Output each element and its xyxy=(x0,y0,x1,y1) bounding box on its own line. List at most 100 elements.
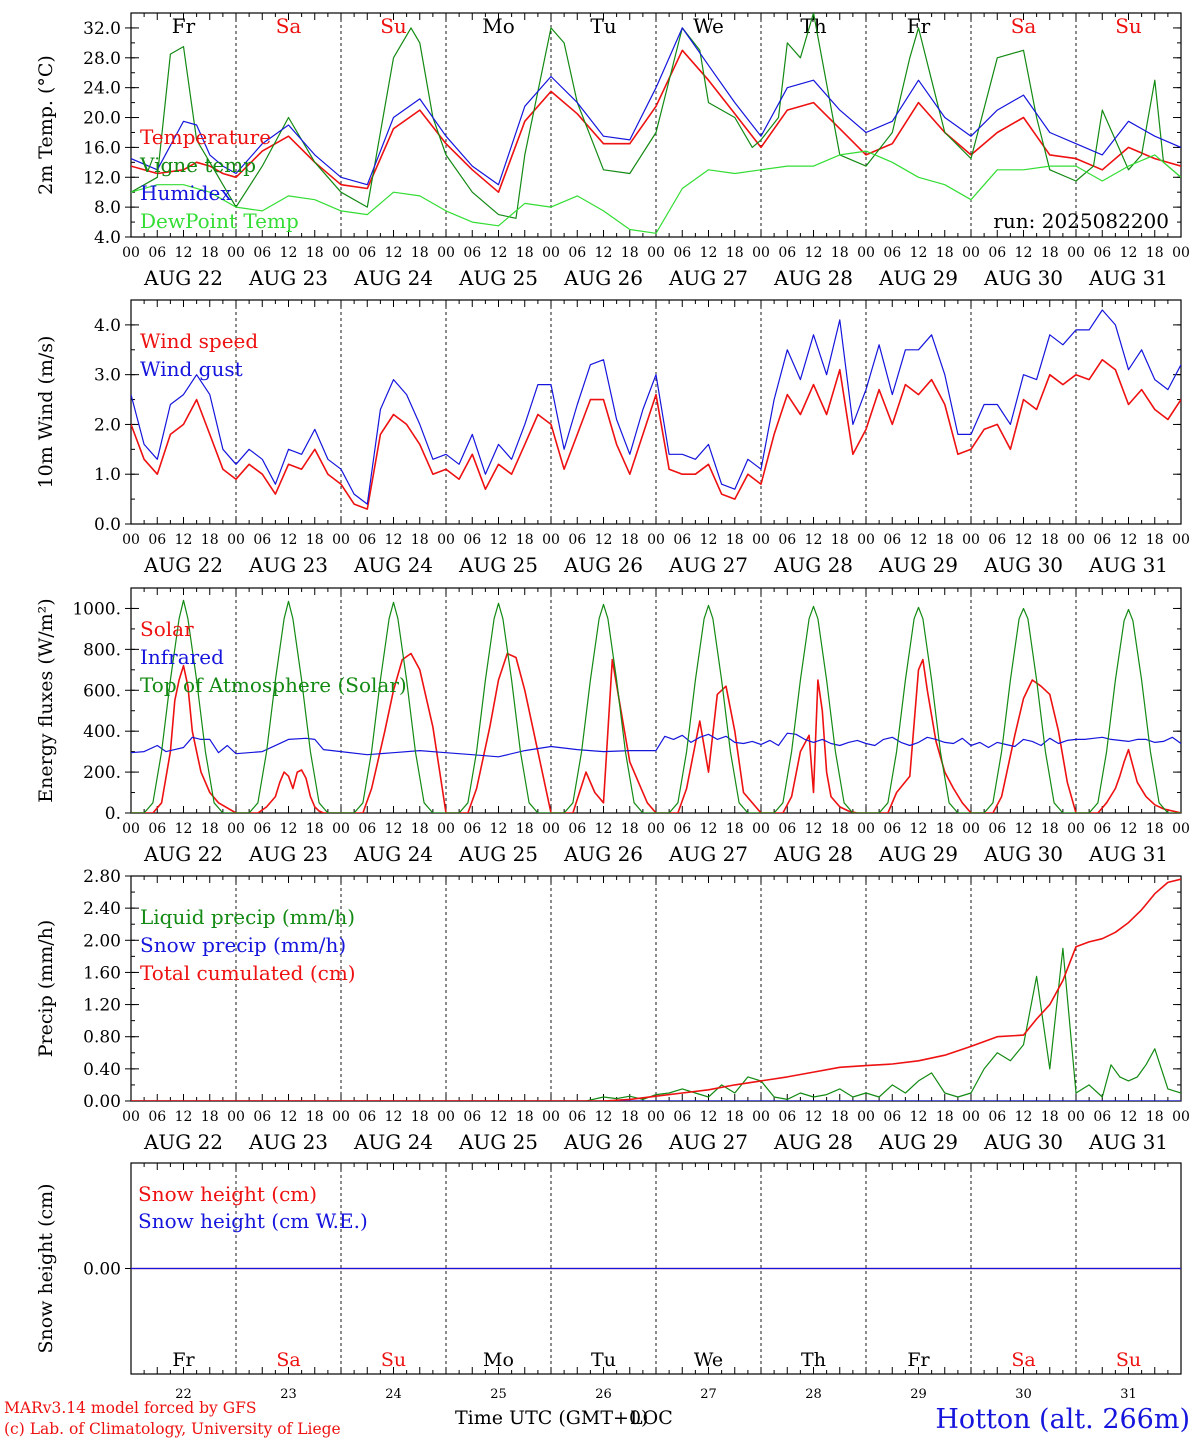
hour-tick-label: 12 xyxy=(595,821,613,837)
hour-tick-label: 00 xyxy=(437,532,455,548)
hour-tick-label: 18 xyxy=(726,1109,744,1125)
hour-tick-label: 06 xyxy=(253,245,271,261)
hour-tick-label: 00 xyxy=(122,1109,140,1125)
weekday-label: Su xyxy=(380,14,407,38)
weekday-label: Sa xyxy=(276,14,302,38)
hour-tick-label: 06 xyxy=(568,821,586,837)
hour-tick-label: 12 xyxy=(805,532,823,548)
hour-tick-label: 18 xyxy=(621,1109,639,1125)
hour-tick-label: 12 xyxy=(805,1109,823,1125)
y-tick-label: 1.20 xyxy=(83,996,121,1016)
hour-tick-label: 18 xyxy=(306,532,324,548)
hour-tick-label: 00 xyxy=(752,821,770,837)
hour-tick-label: 00 xyxy=(1067,245,1085,261)
hour-tick-label: 06 xyxy=(358,532,376,548)
date-label: AUG 24 xyxy=(353,553,433,577)
hour-tick-label: 00 xyxy=(647,532,665,548)
hour-tick-label: 12 xyxy=(385,1109,403,1125)
hour-tick-label: 00 xyxy=(752,245,770,261)
hour-tick-label: 12 xyxy=(175,1109,193,1125)
y-tick-label: 2.0 xyxy=(94,415,121,435)
hour-tick-label: 06 xyxy=(988,821,1006,837)
date-label: AUG 27 xyxy=(668,842,748,866)
hour-tick-label: 06 xyxy=(253,1109,271,1125)
weekday-label: We xyxy=(693,14,724,38)
hour-tick-label: 12 xyxy=(1015,821,1033,837)
y-tick-label: 4.0 xyxy=(94,316,121,336)
hour-tick-label: 06 xyxy=(148,1109,166,1125)
hour-tick-label: 12 xyxy=(700,532,718,548)
series-line-2 xyxy=(131,309,1181,505)
hour-tick-label: 06 xyxy=(148,532,166,548)
hour-tick-label: 00 xyxy=(962,532,980,548)
hour-tick-label: 18 xyxy=(936,821,954,837)
date-label: AUG 24 xyxy=(353,266,433,290)
y-tick-label: 28.0 xyxy=(83,49,121,69)
hour-tick-label: 12 xyxy=(910,532,928,548)
date-label: AUG 31 xyxy=(1088,553,1168,577)
hour-tick-label: 18 xyxy=(201,245,219,261)
hour-tick-label: 06 xyxy=(883,821,901,837)
hour-tick-label: 18 xyxy=(936,532,954,548)
hour-tick-label: 06 xyxy=(1093,532,1111,548)
date-label: AUG 23 xyxy=(248,553,328,577)
hour-tick-label: 00 xyxy=(542,532,560,548)
series-group xyxy=(131,13,1181,234)
day-number-label: 26 xyxy=(595,1387,612,1402)
hour-tick-label: 18 xyxy=(621,532,639,548)
hour-tick-label: 18 xyxy=(1041,821,1059,837)
hour-tick-label: 12 xyxy=(700,1109,718,1125)
weekday-label: Su xyxy=(1116,1349,1141,1371)
date-label: AUG 27 xyxy=(668,1130,748,1154)
series-group xyxy=(131,309,1181,510)
hour-tick-label: 06 xyxy=(1093,245,1111,261)
y-axis-label: 10m Wind (m/s) xyxy=(35,336,57,489)
hour-tick-label: 00 xyxy=(542,821,560,837)
hour-tick-label: 12 xyxy=(700,245,718,261)
hour-tick-label: 12 xyxy=(490,821,508,837)
hour-tick-label: 00 xyxy=(752,1109,770,1125)
y-tick-label: 2.00 xyxy=(83,931,121,951)
weekday-label: Fr xyxy=(907,14,931,38)
hour-tick-label: 00 xyxy=(542,1109,560,1125)
hour-tick-label: 00 xyxy=(857,821,875,837)
weekday-label: Fr xyxy=(172,14,196,38)
hour-tick-label: 00 xyxy=(437,1109,455,1125)
weekday-label: Tu xyxy=(591,1349,616,1371)
hour-tick-label: 18 xyxy=(726,245,744,261)
date-label: AUG 30 xyxy=(983,842,1063,866)
hour-tick-label: 18 xyxy=(831,532,849,548)
hour-tick-label: 00 xyxy=(857,1109,875,1125)
hour-tick-label: 06 xyxy=(148,245,166,261)
hour-tick-label: 00 xyxy=(857,532,875,548)
legend-entry: Snow height (cm W.E.) xyxy=(138,1209,368,1233)
y-tick-label: 2.80 xyxy=(83,867,121,887)
day-number-label: 22 xyxy=(175,1387,192,1402)
day-number-label: 24 xyxy=(385,1387,402,1402)
weekday-label: Sa xyxy=(1011,14,1037,38)
date-label: AUG 23 xyxy=(248,266,328,290)
weekday-label: Fr xyxy=(907,1349,930,1371)
hour-tick-label: 18 xyxy=(201,1109,219,1125)
hour-tick-label: 06 xyxy=(568,532,586,548)
y-axis-label: Energy fluxes (W/m²) xyxy=(35,598,57,802)
series-line-1 xyxy=(131,652,1181,813)
hour-tick-label: 18 xyxy=(201,821,219,837)
hour-tick-label: 06 xyxy=(358,245,376,261)
legend-entry: Total cumulated (cm) xyxy=(140,961,356,985)
hour-tick-label: 12 xyxy=(1120,532,1138,548)
hour-tick-label: 12 xyxy=(280,245,298,261)
legend-entry: Liquid precip (mm/h) xyxy=(140,905,355,929)
hour-tick-label: 12 xyxy=(1015,1109,1033,1125)
date-label: AUG 30 xyxy=(983,266,1063,290)
hour-tick-label: 12 xyxy=(175,245,193,261)
hour-tick-label: 00 xyxy=(332,532,350,548)
y-tick-label: 600. xyxy=(83,681,121,701)
hour-tick-label: 18 xyxy=(411,1109,429,1125)
weekday-label: Mo xyxy=(483,1349,514,1371)
day-number-label: 28 xyxy=(805,1387,822,1402)
y-tick-label: 2.40 xyxy=(83,899,121,919)
panel-4: 0.00 0.40 0.80 1.20 1.60 2.00 2.40 2.80 Precip (… xyxy=(35,867,1190,1154)
series-line-1 xyxy=(131,358,1181,510)
